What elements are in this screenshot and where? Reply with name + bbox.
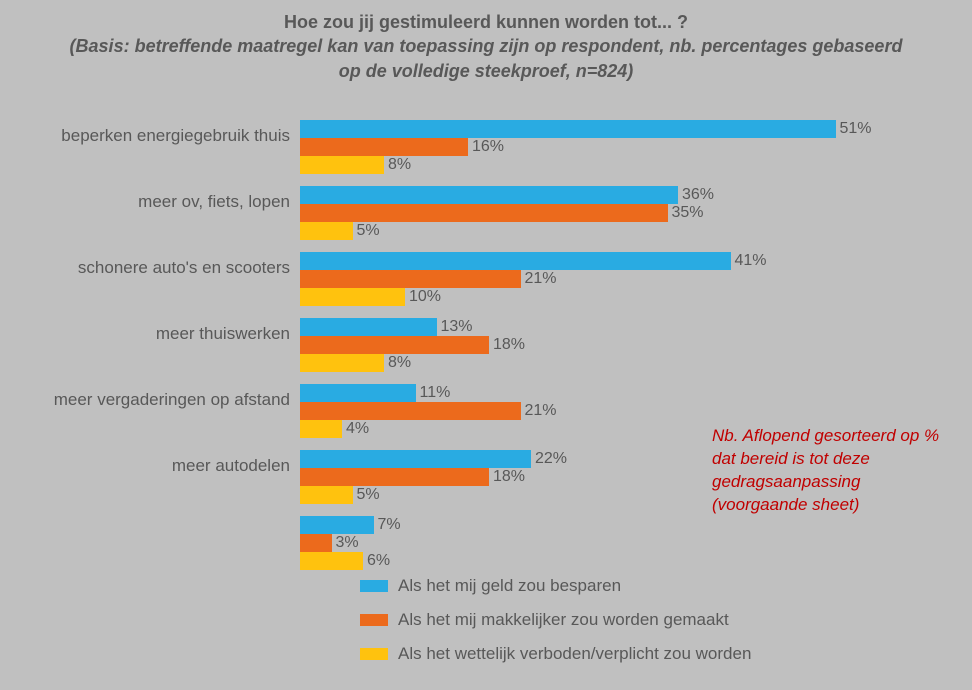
bar-value: 22% [535,450,567,468]
bar: 51% [300,120,836,138]
title-sub: (Basis: betreffende maatregel kan van to… [60,34,912,83]
legend: Als het mij geld zou besparen Als het mij… [360,576,751,678]
bar-value: 51% [840,120,872,138]
legend-label: Als het wettelijk verboden/verplicht zou… [398,644,751,664]
bar: 16% [300,138,468,156]
bar: 6% [300,552,363,570]
bar: 13% [300,318,437,336]
bar: 3% [300,534,332,552]
legend-swatch [360,648,388,660]
bar: 7% [300,516,374,534]
bar: 18% [300,468,489,486]
chart-row: schonere auto's en scooters41%21%10% [0,252,972,306]
category-label: meer thuiswerken [0,318,300,344]
bar-value: 35% [672,204,704,222]
category-label: meer ov, fiets, lopen [0,186,300,212]
bar-value: 11% [420,384,451,402]
bar: 11% [300,384,416,402]
bar-value: 7% [378,516,401,534]
bar-value: 4% [346,420,369,438]
bar-value: 5% [357,486,380,504]
bar-value: 8% [388,156,411,174]
bar: 8% [300,354,384,372]
bar-value: 8% [388,354,411,372]
bar: 18% [300,336,489,354]
legend-item: Als het wettelijk verboden/verplicht zou… [360,644,751,664]
chart-row: 7%3%6% [0,516,972,570]
bar-value: 18% [493,468,525,486]
category-label [0,516,300,522]
bar: 5% [300,222,353,240]
bar-value: 41% [735,252,767,270]
bar-group: 51%16%8% [300,120,836,174]
bar: 41% [300,252,731,270]
legend-swatch [360,580,388,592]
bar-group: 36%35%5% [300,186,678,240]
bar-value: 10% [409,288,441,306]
bar-value: 18% [493,336,525,354]
bar: 21% [300,402,521,420]
bar: 36% [300,186,678,204]
bar: 10% [300,288,405,306]
sort-note: Nb. Aflopend gesorteerd op % dat bereid … [712,425,942,517]
chart-row: meer ov, fiets, lopen36%35%5% [0,186,972,240]
bar-group: 7%3%6% [300,516,374,570]
bar-value: 5% [357,222,380,240]
chart-row: meer thuiswerken13%18%8% [0,318,972,372]
bar-value: 16% [472,138,504,156]
category-label: beperken energiegebruik thuis [0,120,300,146]
bar: 5% [300,486,353,504]
legend-swatch [360,614,388,626]
legend-item: Als het mij makkelijker zou worden gemaa… [360,610,751,630]
bar: 35% [300,204,668,222]
bar-group: 13%18%8% [300,318,489,372]
title-block: Hoe zou jij gestimuleerd kunnen worden t… [0,0,972,83]
bar-value: 36% [682,186,714,204]
bar-value: 3% [336,534,359,552]
bar-group: 11%21%4% [300,384,521,438]
category-label: schonere auto's en scooters [0,252,300,278]
bar-value: 13% [441,318,473,336]
category-label: meer vergaderingen op afstand [0,384,300,410]
bar: 22% [300,450,531,468]
bar: 21% [300,270,521,288]
legend-item: Als het mij geld zou besparen [360,576,751,596]
bar-value: 21% [525,270,557,288]
bar: 8% [300,156,384,174]
category-label: meer autodelen [0,450,300,476]
legend-label: Als het mij geld zou besparen [398,576,621,596]
chart-row: beperken energiegebruik thuis51%16%8% [0,120,972,174]
bar: 4% [300,420,342,438]
title-main: Hoe zou jij gestimuleerd kunnen worden t… [60,10,912,34]
chart-container: Hoe zou jij gestimuleerd kunnen worden t… [0,0,972,690]
legend-label: Als het mij makkelijker zou worden gemaa… [398,610,729,630]
bar-group: 22%18%5% [300,450,531,504]
bar-group: 41%21%10% [300,252,731,306]
bar-value: 21% [525,402,557,420]
bar-value: 6% [367,552,390,570]
